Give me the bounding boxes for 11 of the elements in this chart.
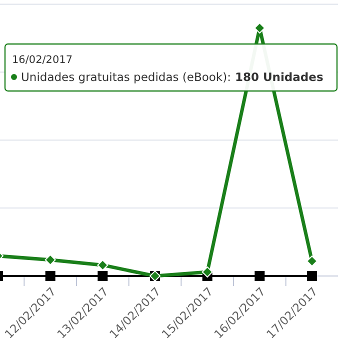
point — [98, 271, 108, 281]
point — [307, 271, 317, 281]
point — [45, 271, 56, 281]
point — [97, 260, 108, 271]
annotation: Unidades gratuitas pedidas (eBook): 180 Unidades — [21, 70, 324, 84]
point — [44, 254, 56, 266]
point — [202, 266, 213, 278]
annotation: 16/02/2017 — [12, 54, 73, 66]
point — [306, 256, 318, 267]
point — [254, 271, 265, 281]
point — [254, 22, 266, 34]
